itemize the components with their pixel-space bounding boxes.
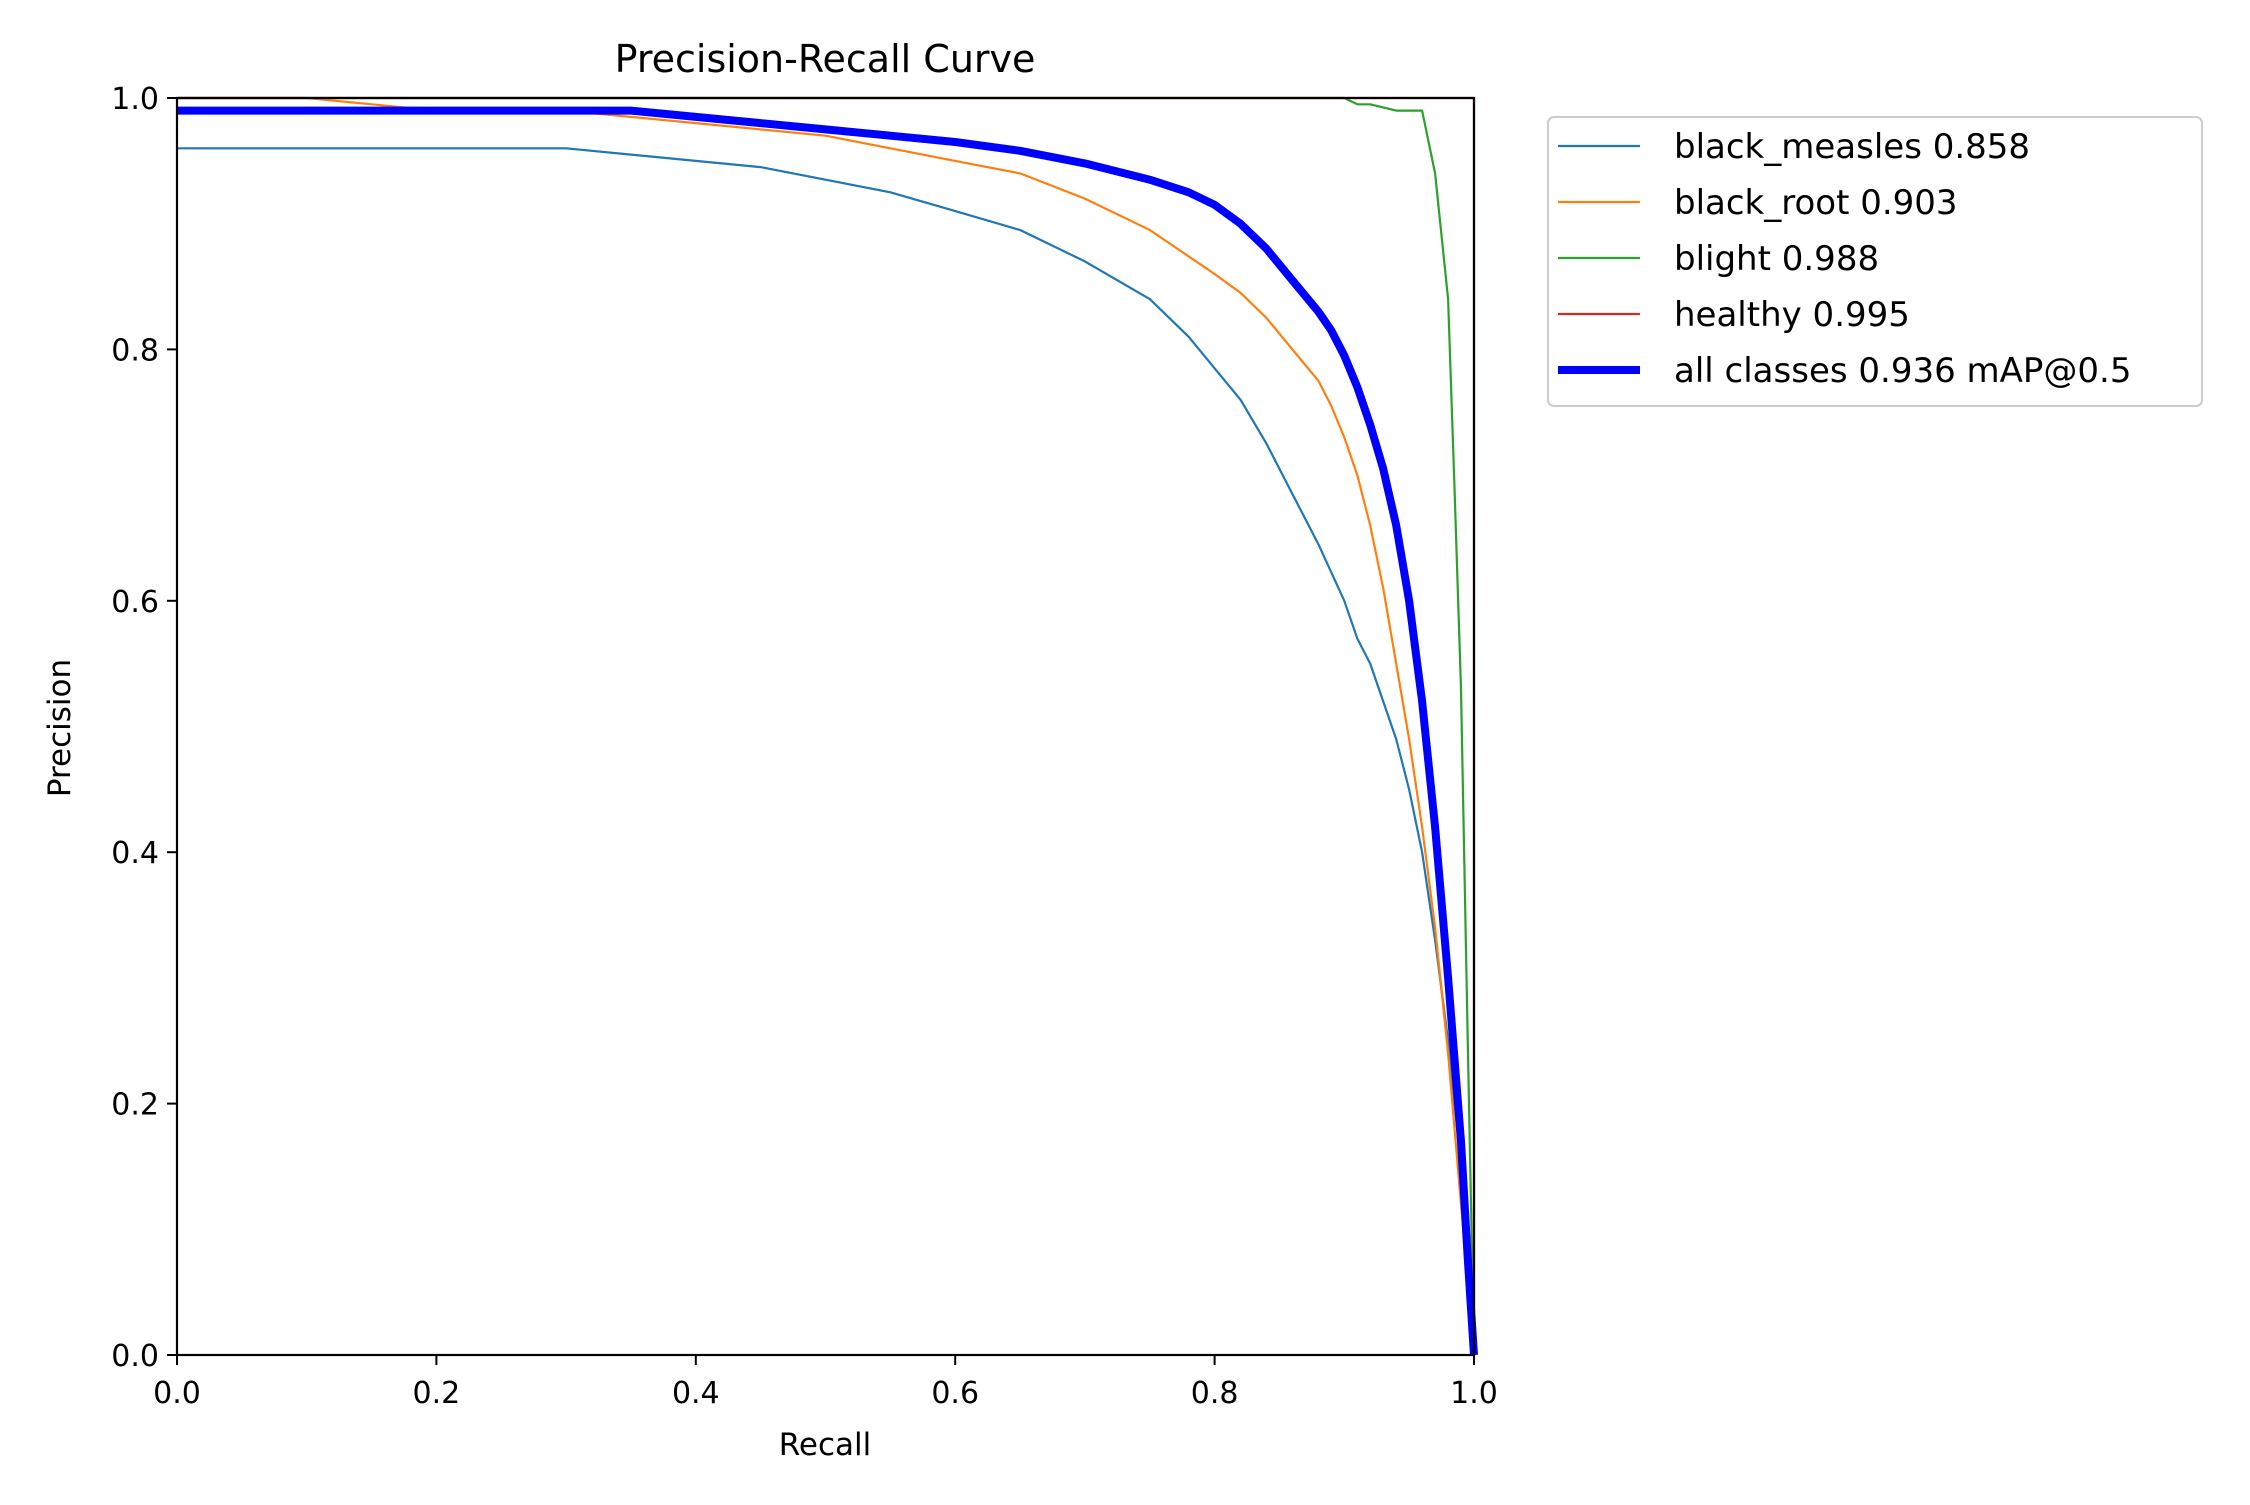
series-line-black-measles (177, 147, 1476, 1356)
plot-frame (175, 96, 1476, 1357)
y-tick-label: 0.0 (111, 1339, 159, 1374)
series-line-healthy (177, 96, 1476, 1355)
chart-title: Precision-Recall Curve (615, 37, 1036, 81)
series-line-black-root (177, 96, 1476, 1356)
y-axis-ticks: 0.0 0.2 0.4 0.6 0.8 1.0 (111, 82, 177, 1374)
y-tick-label: 0.2 (111, 1088, 159, 1123)
legend-label: healthy 0.995 (1674, 295, 1910, 335)
series-line-blight (177, 96, 1476, 1356)
legend-label: blight 0.988 (1674, 239, 1879, 279)
y-tick-label: 0.4 (111, 836, 159, 871)
series-layer (177, 96, 1478, 1356)
series-line-all-all (177, 106, 1478, 1356)
y-tick-label: 0.6 (111, 585, 159, 620)
x-tick-label: 0.2 (413, 1376, 461, 1411)
x-tick-label: 1.0 (1450, 1376, 1498, 1411)
x-tick-label: 0.4 (672, 1376, 720, 1411)
legend-entries: black_measles 0.858 black_root 0.903 bligh… (1558, 127, 2131, 391)
x-tick-label: 0.8 (1191, 1376, 1239, 1411)
legend-box (1547, 116, 2203, 407)
legend-label: black_measles 0.858 (1674, 127, 2030, 167)
y-tick-label: 1.0 (111, 82, 159, 117)
x-axis-label: Recall (779, 1427, 872, 1463)
legend: black_measles 0.858 black_root 0.903 bligh… (1547, 116, 2203, 407)
y-axis-label: Precision (42, 659, 78, 797)
x-axis-ticks: 0.0 0.2 0.4 0.6 0.8 1.0 (153, 1355, 1498, 1411)
legend-label: black_root 0.903 (1674, 183, 1958, 223)
x-tick-label: 0.0 (153, 1376, 201, 1411)
y-tick-label: 0.8 (111, 333, 159, 368)
legend-label: all classes 0.936 mAP@0.5 (1674, 351, 2131, 391)
x-tick-label: 0.6 (931, 1376, 979, 1411)
